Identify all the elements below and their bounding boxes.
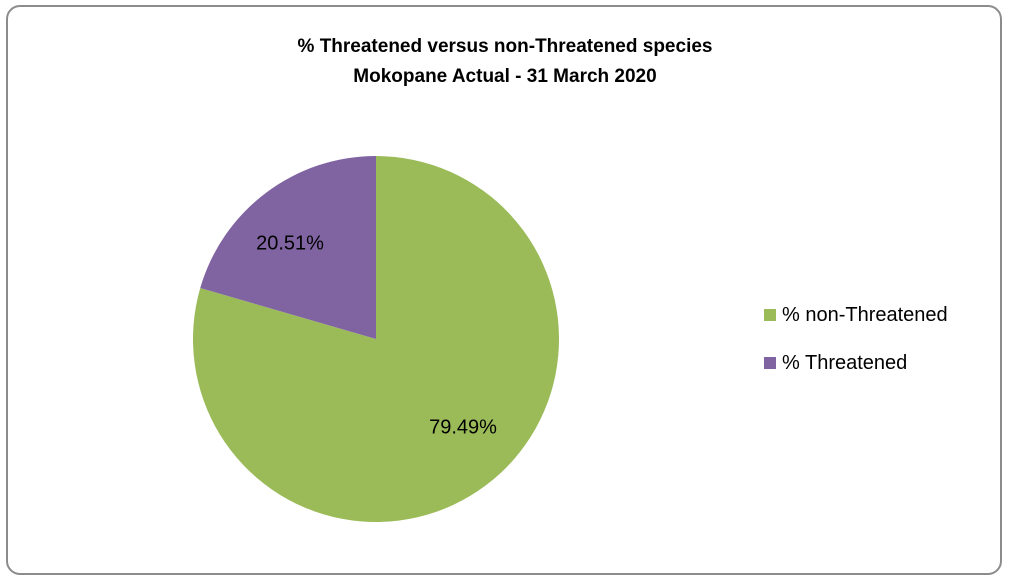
pie-slice-threatened <box>200 156 376 339</box>
legend-label-non-threatened: % non-Threatened <box>782 303 948 326</box>
legend-swatch-threatened <box>764 357 776 369</box>
chart-title-line-1: % Threatened versus non-Threatened speci… <box>297 36 713 57</box>
chart-subtitle: Mokopane Actual - 31 March 2020 <box>353 66 657 87</box>
legend-label-threatened: % Threatened <box>782 351 908 374</box>
pie-label-threatened: 20.51% <box>256 232 324 254</box>
pie-labels: 79.49% 20.51% <box>256 232 497 438</box>
legend-item-non-threatened: % non-Threatened <box>764 300 948 330</box>
pie-label-non-threatened: 79.49% <box>429 416 497 438</box>
chart-title: % Threatened versus non-Threatened speci… <box>0 32 1010 92</box>
legend: % non-Threatened % Threatened <box>764 300 948 396</box>
legend-item-threatened: % Threatened <box>764 348 948 378</box>
legend-swatch-non-threatened <box>764 309 776 321</box>
pie-slices <box>192 156 560 522</box>
